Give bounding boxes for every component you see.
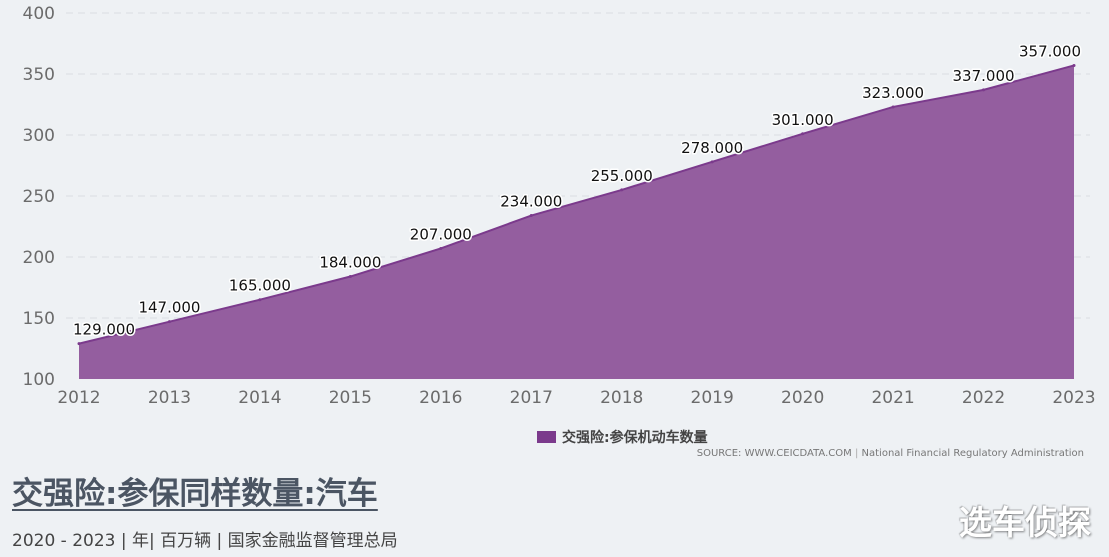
x-tick-label: 2020 [781, 388, 824, 408]
x-tick-label: 2014 [238, 388, 281, 408]
x-tick-label: 2015 [329, 388, 372, 408]
x-tick-label: 2018 [600, 388, 643, 408]
y-tick-label: 400 [23, 4, 55, 24]
legend-swatch [537, 431, 556, 443]
data-point [167, 320, 171, 324]
x-tick-label: 2019 [691, 388, 734, 408]
data-label: 278.000 [681, 139, 743, 157]
x-tick-label: 2022 [962, 388, 1005, 408]
y-tick-label: 150 [23, 309, 55, 329]
watermark: 选车侦探 [959, 503, 1091, 542]
data-label: 337.000 [953, 67, 1015, 85]
data-label: 255.000 [591, 167, 653, 185]
source-separator: | [854, 448, 859, 459]
x-axis-ticks: 2012 2013 2014 2015 2016 2017 2018 2019 2020 2021… [57, 388, 1095, 408]
y-tick-label: 200 [23, 248, 55, 268]
data-label: 357.000 [1019, 42, 1081, 60]
data-point [801, 132, 805, 136]
data-label: 165.000 [229, 277, 291, 295]
data-point [258, 298, 262, 302]
x-tick-label: 2017 [510, 388, 553, 408]
x-tick-label: 2013 [148, 388, 191, 408]
x-tick-label: 2016 [419, 388, 462, 408]
data-label: 147.000 [138, 299, 200, 317]
chart-title: 交强险:参保同样数量:汽车 [12, 476, 378, 512]
data-point [620, 188, 624, 192]
source-org: National Financial Regulatory Administra… [861, 448, 1084, 459]
data-point [77, 342, 81, 346]
series-line [78, 64, 1075, 345]
source-text: SOURCE: WWW.CEICDATA.COM [696, 448, 852, 459]
y-axis-ticks: 100 150 200 250 300 350 400 [23, 4, 55, 390]
data-label: 234.000 [500, 193, 562, 211]
data-label: 184.000 [319, 254, 381, 272]
data-label: 129.000 [73, 321, 135, 339]
source-line: SOURCE: WWW.CEICDATA.COM | National Fina… [697, 448, 1084, 459]
y-tick-label: 300 [23, 126, 55, 146]
chart-subtitle: 2020 - 2023 | 年| 百万辆 | 国家金融监督管理总局 [12, 531, 398, 551]
area-series [77, 63, 1076, 380]
x-tick-label: 2012 [57, 388, 100, 408]
legend-label: 交强险:参保机动车数量 [562, 430, 708, 446]
y-tick-label: 250 [23, 187, 55, 207]
data-label: 207.000 [410, 225, 472, 243]
data-point [982, 88, 986, 92]
x-tick-label: 2021 [871, 388, 914, 408]
data-point [439, 246, 443, 250]
data-point [891, 105, 895, 109]
area-fill [79, 65, 1074, 380]
data-point [710, 160, 714, 164]
data-label: 301.000 [772, 111, 834, 129]
data-point [529, 214, 533, 218]
x-tick-label: 2023 [1052, 388, 1095, 408]
y-tick-label: 100 [23, 370, 55, 390]
data-point [1072, 63, 1076, 67]
data-label: 323.000 [862, 84, 924, 102]
data-point [348, 275, 352, 279]
legend: 交强险:参保机动车数量 [537, 427, 708, 447]
y-tick-label: 350 [23, 65, 55, 85]
